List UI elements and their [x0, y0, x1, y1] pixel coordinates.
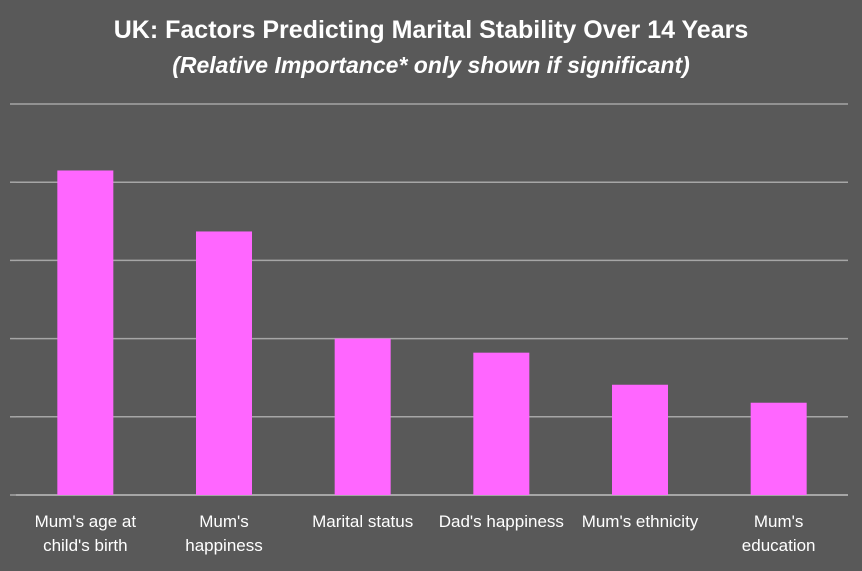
bar: [473, 352, 530, 495]
x-tick-label: Mum's happiness: [185, 512, 263, 555]
gridlines: [10, 103, 848, 496]
x-tick-label: Marital status: [312, 512, 414, 531]
bar: [196, 231, 252, 495]
x-tick-label: Mum's age at child's birth: [34, 512, 137, 555]
bar: [612, 384, 668, 495]
x-tick-label: Mum's ethnicity: [581, 512, 699, 531]
x-tick-label: Mum's education: [741, 512, 816, 555]
bar: [57, 170, 114, 495]
x-tick-label: Dad's happiness: [438, 512, 564, 531]
bar: [750, 402, 807, 495]
bar: [334, 338, 391, 495]
chart-title: UK: Factors Predicting Marital Stability…: [113, 16, 749, 44]
bars: [57, 170, 807, 495]
chart-subtitle: (Relative Importance* only shown if sign…: [172, 52, 690, 78]
